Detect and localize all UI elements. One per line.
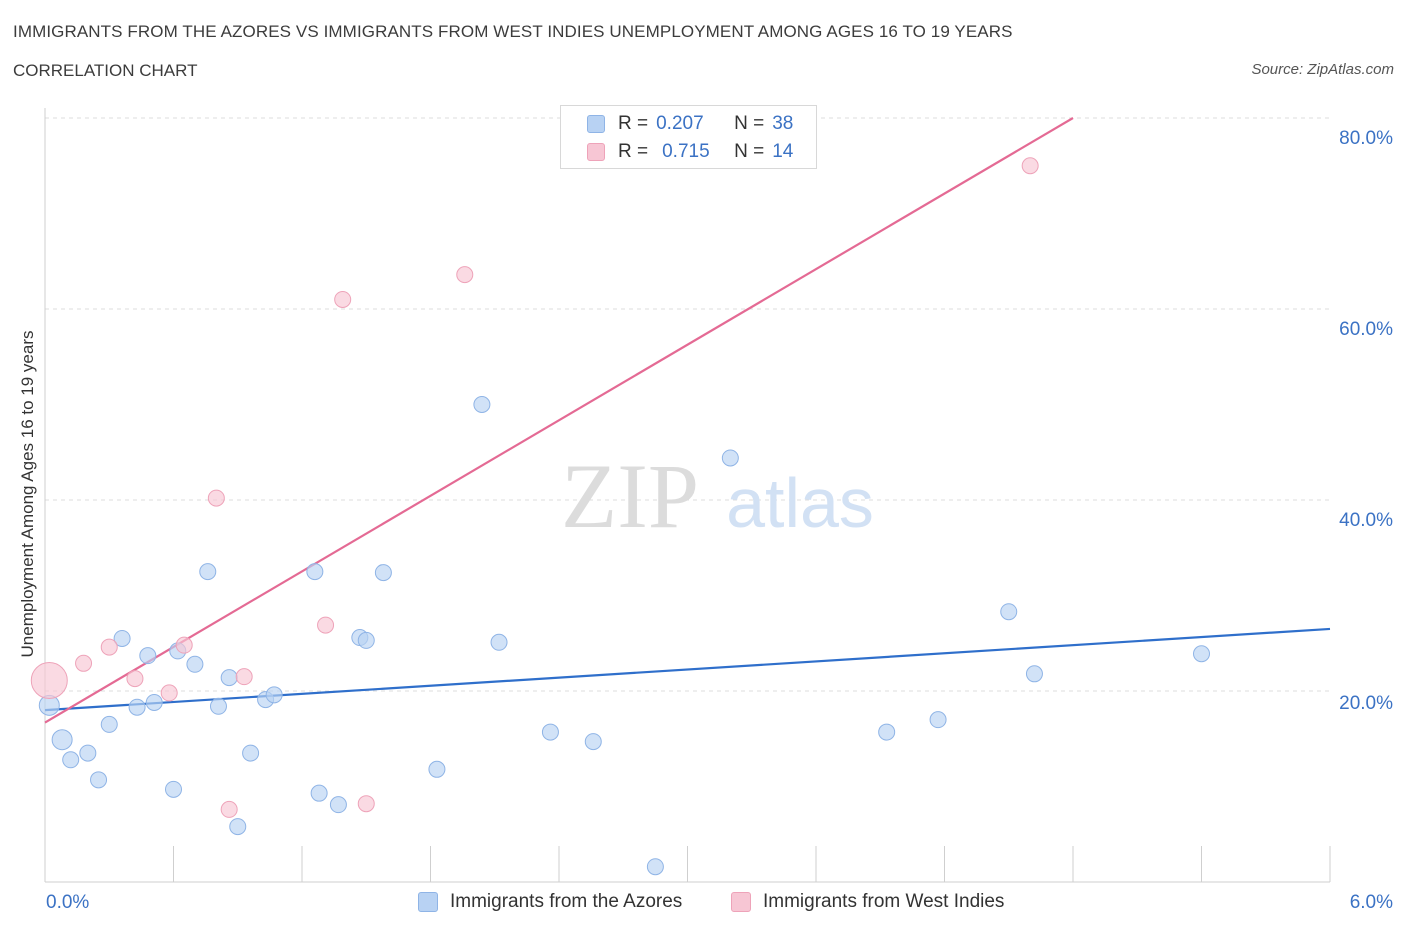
azores-point	[165, 780, 182, 798]
azores-swatch	[587, 115, 605, 133]
westindies-point	[456, 266, 474, 284]
legend-row-azores: R = 0.207 N = 38	[587, 112, 793, 136]
westindies-point	[75, 654, 93, 672]
watermark-atlas: atlas	[726, 464, 874, 542]
westindies-trend-line	[44, 117, 1074, 724]
azores-point	[209, 697, 227, 715]
grid-lines	[45, 117, 1330, 692]
y-axis-label: Unemployment Among Ages 16 to 19 years	[18, 330, 37, 658]
chart-title: IMMIGRANTS FROM THE AZORES VS IMMIGRANTS…	[13, 22, 1013, 41]
azores-point	[374, 564, 392, 582]
westindies-swatch	[587, 143, 605, 161]
azores-point	[306, 563, 324, 581]
trend-lines	[44, 117, 1331, 724]
azores-point	[90, 771, 108, 789]
azores-point	[139, 647, 157, 665]
azores-point	[242, 744, 260, 762]
n-label: N =	[734, 141, 765, 162]
azores-point	[721, 449, 739, 467]
azores-point	[428, 760, 446, 778]
y-tick-label: 40.0%	[1339, 510, 1393, 531]
y-tick-label: 80.0%	[1339, 128, 1393, 149]
westindies-point	[175, 636, 193, 654]
x-tick-label: 0.0%	[46, 892, 89, 913]
westindies-point	[1021, 157, 1039, 175]
westindies-point	[160, 684, 178, 702]
azores-trend-line	[44, 627, 1331, 712]
azores-point	[186, 655, 204, 673]
azores-point	[79, 744, 97, 762]
azores-point	[878, 723, 896, 741]
azores-point	[541, 723, 559, 741]
azores-point	[584, 733, 602, 751]
westindies-point	[207, 489, 225, 507]
n-value: 14	[772, 141, 794, 162]
azores-point	[473, 396, 491, 413]
tick-labels: 20.0% 40.0% 60.0% 80.0% 0.0% 6.0%	[46, 128, 1393, 913]
azores-point	[265, 686, 283, 704]
azores-point	[646, 858, 664, 876]
azores-point	[100, 715, 118, 733]
westindies-point	[334, 290, 352, 308]
r-value: 0.207	[656, 113, 704, 134]
westindies-point	[30, 661, 68, 699]
azores-point	[113, 629, 131, 647]
r-label: R =	[618, 113, 649, 134]
azores-point	[128, 698, 146, 716]
bottom-legend-westindies: Immigrants from West Indies	[731, 889, 1004, 915]
source-label: Source: ZipAtlas.com	[1251, 61, 1394, 78]
azores-point	[490, 633, 508, 651]
y-tick-label: 20.0%	[1339, 693, 1393, 714]
axes	[44, 108, 1331, 883]
azores-point	[1193, 645, 1210, 663]
azores-point	[62, 751, 80, 769]
azores-point	[1000, 603, 1018, 621]
westindies-point	[100, 638, 118, 656]
x-tick-label: 6.0%	[1350, 892, 1393, 913]
azores-point	[145, 693, 163, 711]
chart-subtitle: CORRELATION CHART	[13, 61, 198, 80]
westindies-point	[220, 800, 238, 818]
azores-legend-swatch	[418, 892, 438, 912]
westindies-point	[235, 668, 253, 686]
westindies-legend-swatch	[731, 892, 751, 912]
legend-row-westindies: R = 0.715 N = 14	[587, 140, 793, 164]
westindies-legend-label: Immigrants from West Indies	[763, 891, 1005, 912]
azores-point	[220, 669, 238, 687]
azores-point	[51, 729, 73, 751]
data-points	[30, 157, 1210, 876]
westindies-point	[357, 795, 375, 813]
azores-point	[310, 784, 328, 802]
westindies-point	[317, 616, 335, 634]
azores-point	[929, 711, 947, 729]
r-label: R =	[618, 141, 649, 162]
azores-point	[199, 563, 217, 581]
r-value: 0.715	[662, 141, 710, 162]
correlation-legend: R = 0.207 N = 38 R = 0.715 N = 14	[560, 105, 817, 169]
bottom-legend-azores: Immigrants from the Azores	[418, 889, 682, 915]
azores-legend-label: Immigrants from the Azores	[450, 891, 683, 912]
y-tick-label: 60.0%	[1339, 319, 1393, 340]
azores-point	[1025, 665, 1043, 683]
watermark-zip: ZIP	[561, 445, 699, 547]
westindies-point	[126, 670, 144, 688]
n-label: N =	[734, 113, 765, 134]
n-value: 38	[772, 113, 794, 134]
azores-point	[357, 631, 375, 649]
azores-point	[329, 796, 347, 814]
azores-point	[229, 818, 247, 836]
